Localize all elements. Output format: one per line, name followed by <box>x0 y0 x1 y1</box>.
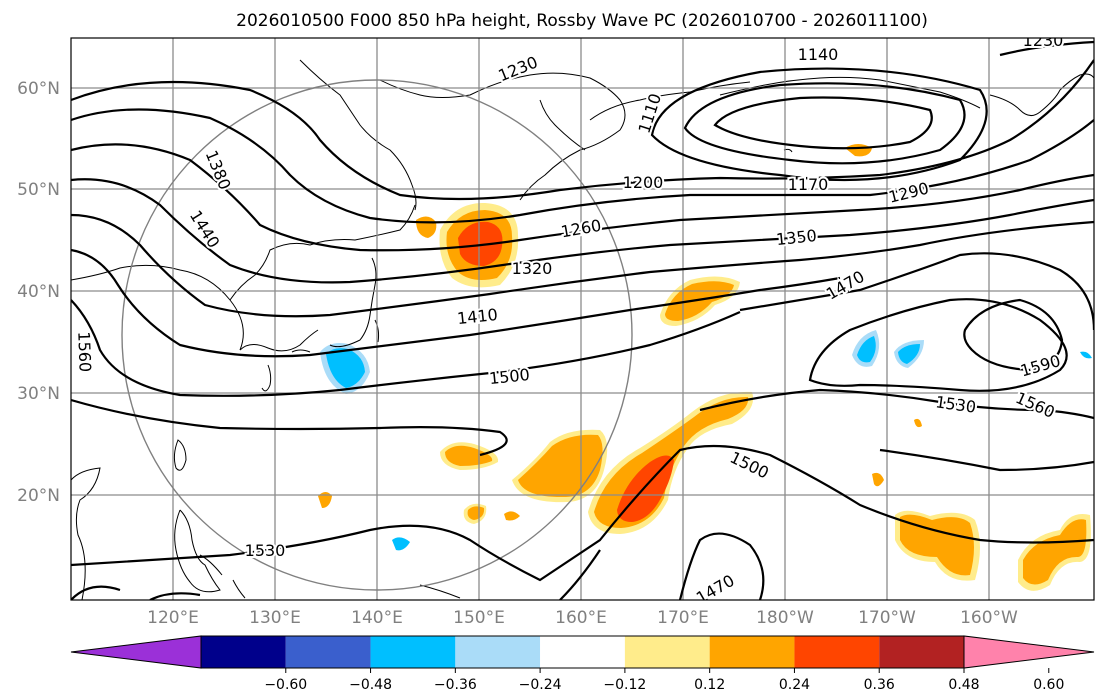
lat-label: 50°N <box>17 180 60 200</box>
colorbar-tick-label: −0.48 <box>349 677 392 692</box>
colorbar-tick-label: 0.60 <box>1033 677 1064 692</box>
negative-anomaly-region <box>392 537 410 551</box>
colorbar-tick-label: −0.24 <box>519 677 562 692</box>
colorbar-extend-low <box>70 635 202 669</box>
contour-label: 1170 <box>788 175 829 194</box>
lat-label: 30°N <box>17 384 60 404</box>
colorbar-segment <box>624 636 710 668</box>
positive-anomaly-region <box>872 472 884 487</box>
height-contours <box>71 40 1094 600</box>
contour-label: 1200 <box>623 173 664 192</box>
lon-label: 160°W <box>960 608 1018 628</box>
colorbar-segment <box>455 636 541 668</box>
colorbar-tick-label: −0.12 <box>603 677 646 692</box>
colorbar-tick-label: 0.36 <box>864 677 895 692</box>
lon-label: 180°W <box>756 608 814 628</box>
negative-anomaly-region <box>857 336 876 363</box>
lat-label: 20°N <box>17 486 60 506</box>
colorbar-segment <box>370 636 456 668</box>
lon-label: 170°E <box>657 608 709 628</box>
graticule <box>71 38 1094 600</box>
latitude-labels: 60°N 50°N 40°N 30°N 20°N <box>17 79 60 506</box>
colorbar-tick-label: −0.36 <box>434 677 477 692</box>
colorbar-extend-high <box>963 635 1095 669</box>
colorbar: −0.60 −0.48 −0.36 −0.24 −0.12 0.12 0.24 0.36 0.4… <box>70 635 1095 692</box>
contour-label: 1140 <box>798 45 839 64</box>
positive-anomaly-region <box>318 492 332 508</box>
colorbar-segment <box>201 636 286 668</box>
positive-anomaly-region <box>504 511 520 521</box>
positive-anomaly-region <box>445 445 493 466</box>
colorbar-segment <box>540 636 625 668</box>
negative-anomaly-region <box>326 348 365 388</box>
colorbar-segment <box>709 636 795 668</box>
coastlines <box>71 59 1094 600</box>
lon-label: 120°E <box>147 608 199 628</box>
colorbar-tick-label: −0.60 <box>264 677 307 692</box>
lon-label: 150°E <box>453 608 505 628</box>
colorbar-segment <box>794 636 880 668</box>
map-frame <box>70 37 1095 601</box>
lon-label: 160°E <box>555 608 607 628</box>
negative-anomaly-region <box>1080 351 1092 359</box>
positive-anomaly-region <box>914 418 922 428</box>
map-title: 2026010500 F000 850 hPa height, Rossby W… <box>236 11 928 31</box>
positive-anomaly-region <box>900 514 974 576</box>
lon-label: 140°E <box>351 608 403 628</box>
colorbar-frame <box>200 635 965 669</box>
lat-label: 60°N <box>17 79 60 99</box>
radius-circle <box>121 79 633 591</box>
colorbar-segment <box>285 636 371 668</box>
contour-label: 1530 <box>245 541 286 560</box>
lat-label: 40°N <box>17 282 60 302</box>
positive-anomaly-core <box>458 221 503 266</box>
contour-label: 1320 <box>512 259 553 278</box>
lon-label: 170°W <box>858 608 916 628</box>
colorbar-tick-label: 0.12 <box>694 677 725 692</box>
lon-label: 130°E <box>249 608 301 628</box>
contour-label: 1560 <box>74 331 94 372</box>
map-area: 1230 1140 1110 1230 1380 1200 1170 1290 … <box>71 31 1094 600</box>
colorbar-tick-label: 0.48 <box>948 677 979 692</box>
contour-label: 1230 <box>1023 31 1064 50</box>
colorbar-segment <box>879 636 964 668</box>
colorbar-tick-label: 0.24 <box>779 677 810 692</box>
positive-anomaly-region <box>1023 519 1087 585</box>
positive-anomaly-region <box>467 506 485 520</box>
longitude-labels: 120°E 130°E 140°E 150°E 160°E 170°E 180°… <box>147 608 1018 628</box>
negative-anomaly-region <box>898 344 920 364</box>
